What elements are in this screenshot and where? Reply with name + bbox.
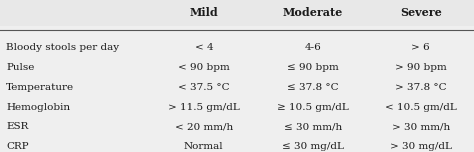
Text: Severe: Severe [400,7,442,18]
Text: Bloody stools per day: Bloody stools per day [6,43,119,52]
Text: Mild: Mild [190,7,218,18]
Text: > 11.5 gm/dL: > 11.5 gm/dL [168,103,240,112]
Text: ≤ 37.8 °C: ≤ 37.8 °C [287,83,338,92]
Text: Hemoglobin: Hemoglobin [6,103,70,112]
Text: < 10.5 gm/dL: < 10.5 gm/dL [385,103,456,112]
Text: ≤ 30 mg/dL: ≤ 30 mg/dL [282,142,344,151]
Text: Pulse: Pulse [6,63,35,72]
Text: ≤ 90 bpm: ≤ 90 bpm [287,63,339,72]
Text: CRP: CRP [6,142,29,151]
Text: < 20 mm/h: < 20 mm/h [175,122,233,131]
Text: < 4: < 4 [194,43,213,52]
Text: > 90 bpm: > 90 bpm [395,63,447,72]
Text: > 30 mm/h: > 30 mm/h [392,122,450,131]
Text: Normal: Normal [184,142,224,151]
Bar [0,0,474,26]
Text: > 6: > 6 [411,43,430,52]
Text: Moderate: Moderate [283,7,343,18]
Text: > 37.8 °C: > 37.8 °C [395,83,447,92]
Text: ≤ 30 mm/h: ≤ 30 mm/h [284,122,342,131]
Text: 4-6: 4-6 [304,43,321,52]
Text: Temperature: Temperature [6,83,74,92]
Text: > 30 mg/dL: > 30 mg/dL [390,142,452,151]
Text: ESR: ESR [6,122,28,131]
Text: < 90 bpm: < 90 bpm [178,63,230,72]
Text: ≥ 10.5 gm/dL: ≥ 10.5 gm/dL [277,103,349,112]
Text: < 37.5 °C: < 37.5 °C [178,83,229,92]
